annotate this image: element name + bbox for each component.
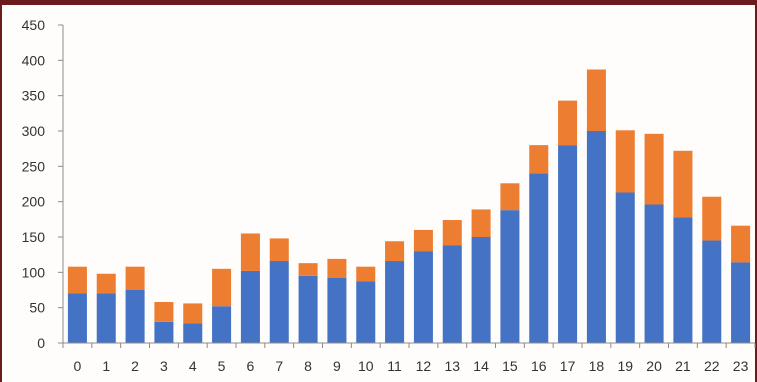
bar-series-2-6 [240,233,260,271]
x-tick-labels: 0 1 2 3 4 5 6 7 8 9 10 11 12 13 14 15 16 17 18 19 20 21 22 23 [74,358,749,374]
bar-series-2-3 [154,302,174,322]
bar-series-2-18 [586,69,606,131]
bar-series-1-17 [558,145,578,343]
bar-series-1-1 [96,293,116,343]
bar-series-1-10 [356,281,376,343]
x-tick-label: 9 [333,358,341,374]
bar-series-1-18 [586,131,606,343]
bar-series-2-13 [442,220,462,246]
bar-series-1-15 [500,210,520,343]
x-tick-label: 14 [473,358,489,374]
bar-series-1-23 [731,262,751,343]
x-tick-label: 17 [560,358,576,374]
y-tick-label: 150 [22,229,46,245]
axes-group [58,24,756,348]
x-tick-label: 23 [733,358,749,374]
y-tick-label: 50 [29,300,45,316]
bar-series-2-17 [558,100,578,146]
bar-series-1-7 [269,261,289,343]
y-tick-label: 200 [22,194,46,210]
bar-series-2-12 [413,229,433,252]
x-tick-label: 21 [675,358,691,374]
y-tick-label: 450 [22,17,46,33]
y-tick-label: 350 [22,88,46,104]
x-tick-label: 1 [102,358,110,374]
bar-series-2-4 [183,303,203,324]
y-tick-label: 400 [22,52,46,68]
y-tick-label: 300 [22,123,46,139]
x-tick-label: 11 [387,358,402,374]
x-tick-label: 2 [131,358,139,374]
x-tick-label: 18 [589,358,605,374]
x-tick-label: 0 [74,358,82,374]
bar-series-2-21 [673,150,693,218]
bar-series-2-19 [615,130,635,193]
bar-series-1-8 [298,275,318,343]
bar-series-2-5 [212,268,232,307]
bar-series-2-22 [702,196,722,241]
bar-series-2-16 [529,145,549,174]
bar-series-1-14 [471,237,491,343]
x-tick-label: 4 [189,358,197,374]
y-tick-label: 250 [22,158,46,174]
x-tick-label: 12 [416,358,432,374]
x-tick-label: 16 [531,358,547,374]
bar-series-1-4 [183,323,203,343]
x-tick-label: 20 [646,358,662,374]
bar-series-1-9 [327,277,347,343]
bar-series-2-0 [67,266,87,294]
y-tick-label: 100 [22,264,46,280]
y-tick-label: 0 [37,335,45,351]
x-tick-label: 15 [502,358,518,374]
x-tick-label: 3 [160,358,168,374]
bar-series-2-10 [356,266,376,282]
bar-series-1-13 [442,245,462,343]
bar-series-1-5 [212,306,232,343]
bar-series-1-21 [673,217,693,343]
bar-series-1-20 [644,204,664,343]
x-tick-label: 5 [218,358,226,374]
bar-series-1-19 [615,192,635,343]
bar-series-2-7 [269,238,289,262]
bar-series-1-12 [413,251,433,343]
bar-series-2-9 [327,258,347,278]
bar-series-1-22 [702,240,722,343]
bar-series-2-15 [500,183,520,211]
y-tick-labels: 0 50 100 150 200 250 300 350 400 450 [22,17,46,351]
bar-series-2-2 [125,266,145,290]
x-tick-label: 7 [275,358,283,374]
x-tick-label: 13 [444,358,460,374]
x-tick-label: 8 [304,358,312,374]
bar-series-1-3 [154,321,174,343]
x-tick-label: 19 [617,358,633,374]
bar-series-1-0 [67,293,87,343]
bar-series-2-8 [298,263,318,276]
bar-series-2-20 [644,133,664,205]
bar-series-1-6 [240,270,260,343]
bar-series-2-11 [385,241,405,262]
x-tick-label: 6 [247,358,255,374]
bar-series-1-2 [125,290,145,343]
bar-series-1-11 [385,261,405,343]
x-tick-label: 10 [358,358,374,374]
x-tick-label: 22 [704,358,720,374]
bar-series-2-1 [96,273,116,294]
bar-series-2-14 [471,209,491,237]
bar-series-2-23 [731,225,751,263]
bars-group [67,69,751,343]
bar-series-1-16 [529,173,549,343]
